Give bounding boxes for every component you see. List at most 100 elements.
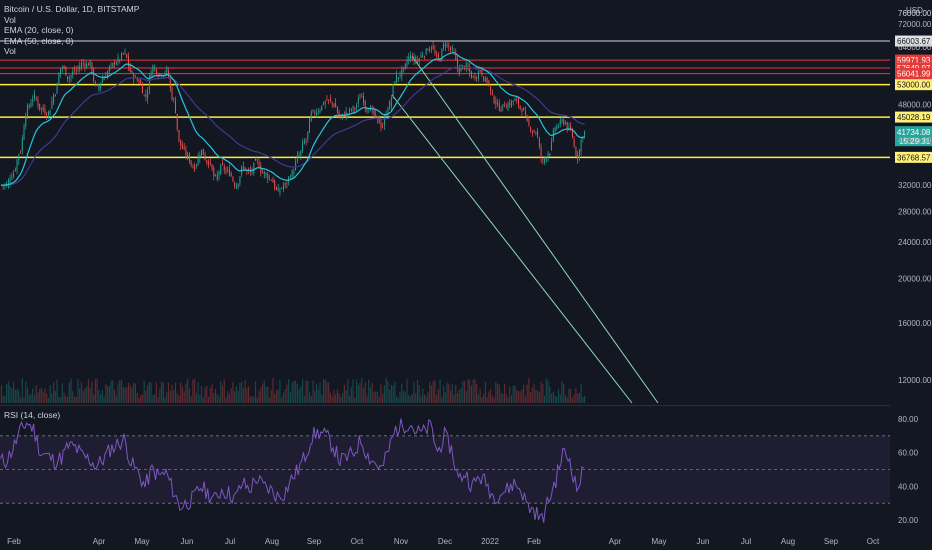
- candle-body[interactable]: [227, 169, 229, 171]
- time-axis[interactable]: Feb Apr May Jun Jul Aug Sep Oct Nov Dec 2022 Feb Apr…: [7, 537, 880, 546]
- candle-body[interactable]: [228, 168, 230, 177]
- candle-body[interactable]: [477, 71, 479, 80]
- candle-body[interactable]: [347, 113, 349, 115]
- candle-body[interactable]: [187, 153, 189, 157]
- candle-body[interactable]: [336, 107, 338, 113]
- candle-body[interactable]: [65, 66, 67, 76]
- candle-body[interactable]: [51, 100, 53, 109]
- candle-body[interactable]: [345, 111, 347, 116]
- candle-body[interactable]: [535, 132, 537, 134]
- candle-body[interactable]: [329, 98, 331, 101]
- candle-body[interactable]: [479, 69, 481, 72]
- candle-body[interactable]: [284, 182, 286, 185]
- candle-body[interactable]: [169, 77, 171, 88]
- candle-body[interactable]: [265, 173, 267, 175]
- channel-upper-line[interactable]: [411, 55, 659, 404]
- candle-body[interactable]: [582, 137, 584, 140]
- candle-body[interactable]: [286, 183, 288, 184]
- candle-body[interactable]: [324, 101, 326, 104]
- candle-body[interactable]: [91, 62, 93, 72]
- candle-body[interactable]: [533, 131, 535, 133]
- candle-body[interactable]: [309, 118, 311, 133]
- symbol-title[interactable]: Bitcoin / U.S. Dollar, 1D, BITSTAMP: [4, 4, 140, 14]
- candle-body[interactable]: [516, 99, 518, 101]
- candle-body[interactable]: [16, 159, 18, 171]
- candle-body[interactable]: [293, 171, 295, 174]
- candle-body[interactable]: [302, 142, 304, 152]
- candle-body[interactable]: [423, 56, 425, 57]
- candle-body[interactable]: [383, 118, 385, 126]
- candle-body[interactable]: [72, 71, 74, 76]
- candle-body[interactable]: [223, 166, 225, 170]
- candle-body[interactable]: [305, 140, 307, 142]
- candle-body[interactable]: [457, 59, 458, 68]
- candle-body[interactable]: [275, 187, 277, 190]
- candle-body[interactable]: [239, 176, 241, 184]
- candle-body[interactable]: [115, 62, 117, 65]
- candle-body[interactable]: [100, 82, 102, 88]
- candle-body[interactable]: [538, 138, 540, 147]
- candle-body[interactable]: [33, 93, 35, 99]
- candle-body[interactable]: [307, 131, 309, 139]
- candle-body[interactable]: [441, 48, 443, 61]
- candle-body[interactable]: [458, 66, 460, 74]
- candle-body[interactable]: [436, 54, 438, 56]
- candle-body[interactable]: [380, 122, 382, 128]
- candle-body[interactable]: [580, 140, 582, 152]
- candle-body[interactable]: [60, 68, 62, 75]
- candle-body[interactable]: [54, 94, 56, 96]
- candle-body[interactable]: [44, 108, 46, 114]
- candle-body[interactable]: [75, 70, 77, 71]
- rsi-line[interactable]: [0, 418, 584, 523]
- candle-body[interactable]: [397, 76, 399, 79]
- candle-body[interactable]: [430, 48, 432, 50]
- candle-body[interactable]: [242, 166, 244, 169]
- candle-body[interactable]: [474, 76, 476, 79]
- candle-body[interactable]: [328, 99, 330, 101]
- candle-body[interactable]: [331, 101, 333, 104]
- candle-body[interactable]: [531, 131, 533, 133]
- candle-body[interactable]: [220, 165, 222, 174]
- candle-body[interactable]: [357, 98, 359, 104]
- candle-body[interactable]: [213, 168, 215, 177]
- candle-body[interactable]: [559, 120, 561, 125]
- candle-body[interactable]: [202, 148, 204, 155]
- candle-body[interactable]: [181, 144, 183, 149]
- candle-body[interactable]: [216, 174, 218, 180]
- candle-body[interactable]: [20, 152, 22, 154]
- candle-body[interactable]: [14, 169, 16, 171]
- candle-body[interactable]: [350, 109, 352, 111]
- candle-body[interactable]: [35, 98, 37, 99]
- candle-body[interactable]: [291, 170, 293, 177]
- candle-body[interactable]: [94, 82, 96, 85]
- candle-body[interactable]: [523, 107, 525, 111]
- candle-body[interactable]: [121, 53, 122, 60]
- candle-body[interactable]: [322, 103, 324, 105]
- candle-body[interactable]: [274, 180, 276, 189]
- candle-body[interactable]: [112, 62, 114, 68]
- candle-body[interactable]: [192, 166, 194, 168]
- candle-body[interactable]: [410, 55, 411, 59]
- candle-body[interactable]: [128, 56, 129, 67]
- candle-body[interactable]: [382, 126, 384, 128]
- candle-body[interactable]: [450, 48, 452, 50]
- candle-body[interactable]: [237, 183, 239, 187]
- candle-body[interactable]: [171, 87, 173, 100]
- candle-body[interactable]: [87, 63, 89, 66]
- candle-body[interactable]: [566, 122, 568, 130]
- channel-lower-line[interactable]: [391, 94, 633, 404]
- candle-body[interactable]: [439, 59, 441, 62]
- candle-body[interactable]: [133, 74, 135, 79]
- candle-body[interactable]: [493, 95, 495, 104]
- candle-body[interactable]: [251, 170, 253, 172]
- candle-body[interactable]: [537, 130, 539, 138]
- candle-body[interactable]: [28, 105, 30, 108]
- candle-body[interactable]: [408, 56, 410, 62]
- candle-body[interactable]: [427, 49, 429, 51]
- candle-body[interactable]: [126, 53, 128, 58]
- candle-body[interactable]: [150, 72, 152, 77]
- candle-body[interactable]: [389, 101, 391, 110]
- candle-body[interactable]: [564, 122, 566, 124]
- candle-body[interactable]: [368, 111, 370, 113]
- candle-body[interactable]: [465, 63, 467, 69]
